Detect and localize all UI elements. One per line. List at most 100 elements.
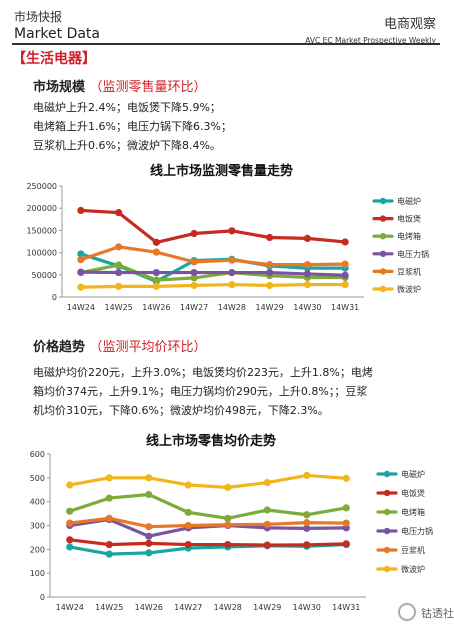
data-point [152,268,160,277]
legend-marker [379,285,387,293]
footer-logo-icon [398,603,416,621]
data-point [224,514,232,522]
series-line [68,516,348,529]
legend-label: 电饭煲 [397,214,421,224]
header-title-cn: 市场快报 [14,10,63,24]
section1-line: 电烤箱上升1.6%；电压力锅下降6.3%； [33,120,232,133]
legend-marker [383,508,391,516]
data-point [303,280,311,289]
series-line [79,282,347,289]
data-point [224,483,232,491]
data-point [184,508,192,516]
footer-logo-text: 钴透社 [421,607,454,620]
legend-marker [379,250,387,257]
y-tick-label: 600 [30,450,45,459]
legend-label: 电饭煲 [401,488,425,498]
data-point [342,474,350,482]
series-line [79,263,347,282]
x-tick-label: 14W30 [293,603,321,612]
data-point [341,271,349,279]
data-point [66,536,74,544]
data-point [263,479,271,487]
data-point [145,532,153,540]
series-line [68,492,348,520]
section2-line: 箱均价374元，上升9.1%；电压力锅均价290元，上升0.8%；；豆浆 [33,385,368,398]
data-point [342,519,350,527]
legend-marker [383,489,391,497]
data-point [303,471,311,480]
data-point [303,541,311,549]
section1-heading: 市场规模 （监测零售量环比） [33,76,207,95]
header-title-en: Market Data [14,26,101,42]
legend-marker [383,546,391,554]
section2-line: 机均价310元，下降0.6%；微波炉均价498元，下降2.3%。 [33,404,329,417]
x-tick-label: 14W24 [67,303,95,312]
data-point [263,506,271,514]
legend-label: 电烤箱 [401,507,425,517]
x-tick-label: 14W25 [95,603,123,612]
y-tick-label: 250000 [26,182,57,191]
x-tick-label: 14W30 [293,303,321,312]
section2-title: 价格趋势 [33,340,86,355]
legend-label: 电烤箱 [397,231,421,241]
data-point [228,227,236,235]
legend-marker [383,527,391,535]
data-point [190,281,198,290]
data-point [228,268,236,277]
data-point [115,243,123,251]
x-tick-label: 14W25 [104,303,132,312]
data-point [303,519,311,527]
x-tick-label: 14W26 [142,303,170,312]
legend-label: 电压力锅 [401,526,433,536]
data-point [266,281,274,290]
data-point [263,541,271,549]
data-point [190,258,198,266]
data-point [115,268,123,277]
data-point [190,274,198,282]
data-point [152,238,160,246]
section-tag: 【生活电器】 [12,51,96,67]
legend-label: 电压力锅 [397,249,429,259]
data-point [77,268,85,276]
data-point [190,268,198,277]
data-point [115,261,123,269]
data-point [152,282,160,290]
legend-marker [383,565,391,573]
header-column-en: AVC EC Market Prospective Weekly [305,36,436,45]
y-tick-label: 200000 [26,204,57,213]
section2-note: （监测平均价环比） [89,340,207,355]
legend-marker [379,215,387,222]
header-rule [12,43,440,45]
data-point [303,511,311,519]
retail-volume-chart: 0 50000 100000 150000 200000 250000 14W24 14W25… [26,182,429,312]
section2-line: 电磁炉均价220元，上升3.0%；电饭煲均价223元，上升1.8%；电烤 [33,366,373,379]
y-tick-label: 100 [30,569,45,578]
legend-label: 电磁炉 [397,196,421,206]
data-point [105,474,113,482]
header-right: 电商观察 AVC EC Market Prospective Weekly [305,13,436,45]
data-point [77,256,85,264]
x-tick-label: 14W31 [331,303,359,312]
data-point [145,549,153,557]
y-tick-label: 150000 [26,226,57,235]
data-point [77,250,85,258]
chart1-title: 线上市场监测零售量走势 [150,164,294,179]
section1-note: （监测零售量环比） [89,80,207,95]
data-point [224,540,232,549]
legend-marker [379,268,387,275]
data-point [266,260,274,269]
data-point [228,256,236,264]
data-point [303,524,311,532]
x-tick-label: 14W26 [135,603,163,612]
data-point [303,270,311,278]
series-line [79,245,347,267]
data-point [77,206,85,215]
data-point [152,276,160,284]
section2-heading: 价格趋势 （监测平均价环比） [33,336,207,355]
data-point [115,209,123,217]
data-point [66,481,74,489]
series-line [68,538,348,547]
data-point [341,238,349,246]
data-point [303,234,311,242]
data-point [184,540,192,549]
